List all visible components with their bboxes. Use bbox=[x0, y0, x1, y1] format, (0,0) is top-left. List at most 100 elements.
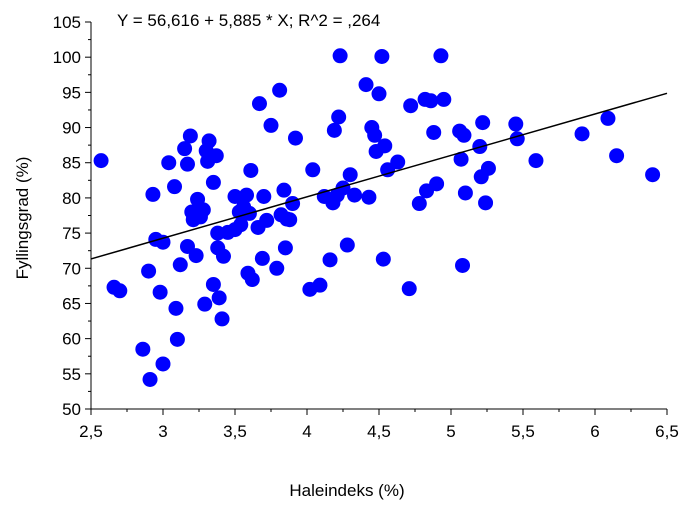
data-point bbox=[453, 151, 469, 167]
data-point bbox=[339, 237, 355, 253]
data-point bbox=[214, 311, 230, 327]
data-point bbox=[403, 98, 419, 114]
data-point bbox=[161, 155, 177, 171]
data-point bbox=[167, 179, 183, 195]
data-point bbox=[239, 187, 255, 203]
data-point bbox=[93, 153, 109, 169]
data-point bbox=[215, 248, 231, 264]
x-tick-label: 2,5 bbox=[79, 422, 103, 441]
data-point bbox=[211, 290, 227, 306]
data-point bbox=[197, 296, 213, 312]
data-point bbox=[172, 257, 188, 273]
x-tick-label: 6,5 bbox=[655, 422, 679, 441]
data-point bbox=[177, 141, 193, 157]
data-point bbox=[322, 252, 338, 268]
data-point bbox=[205, 174, 221, 190]
y-tick-label: 105 bbox=[53, 13, 81, 32]
data-point bbox=[263, 117, 279, 133]
x-tick-label: 4,5 bbox=[367, 422, 391, 441]
data-point bbox=[205, 276, 221, 292]
regression-line-group bbox=[90, 92, 668, 260]
y-tick-label: 75 bbox=[62, 224, 81, 243]
x-tick-label: 3,5 bbox=[223, 422, 247, 441]
data-point bbox=[256, 189, 272, 205]
data-point bbox=[367, 127, 383, 143]
data-point bbox=[142, 371, 158, 387]
x-tick-label: 4 bbox=[302, 422, 311, 441]
axes: 50 55 60 65 70 75 80 85 90 95 100 105 2,5 3 3,5 4 4,5 5 5,… bbox=[53, 13, 679, 441]
data-point bbox=[277, 240, 293, 256]
data-point bbox=[244, 272, 260, 288]
data-point bbox=[347, 187, 363, 203]
data-point bbox=[276, 182, 292, 198]
data-point bbox=[305, 162, 321, 178]
data-point bbox=[145, 186, 161, 202]
data-point bbox=[433, 48, 449, 64]
data-point bbox=[152, 284, 168, 300]
data-point bbox=[331, 109, 347, 125]
data-point bbox=[233, 217, 249, 233]
data-point bbox=[254, 250, 270, 266]
data-point bbox=[195, 202, 211, 218]
y-tick-label: 85 bbox=[62, 154, 81, 173]
y-tick-label: 55 bbox=[62, 365, 81, 384]
data-point bbox=[528, 153, 544, 169]
data-point bbox=[135, 341, 151, 357]
y-tick-label: 95 bbox=[62, 83, 81, 102]
data-point bbox=[645, 167, 661, 183]
data-point bbox=[600, 110, 616, 126]
data-point bbox=[155, 234, 171, 250]
data-point bbox=[390, 154, 406, 170]
regression-equation: Y = 56,616 + 5,885 * X; R^2 = ,264 bbox=[117, 11, 380, 30]
data-point bbox=[169, 331, 185, 347]
regression-line bbox=[90, 92, 668, 260]
data-point bbox=[508, 116, 524, 132]
x-tick-label: 6 bbox=[590, 422, 599, 441]
data-point bbox=[456, 127, 472, 143]
data-point bbox=[326, 122, 342, 138]
data-point bbox=[455, 257, 471, 273]
data-point bbox=[478, 195, 494, 211]
y-tick-label: 100 bbox=[53, 48, 81, 67]
data-point bbox=[480, 160, 496, 176]
data-point bbox=[251, 96, 267, 112]
data-point bbox=[457, 185, 473, 201]
x-tick-label: 5 bbox=[446, 422, 455, 441]
data-point bbox=[259, 212, 275, 228]
data-point bbox=[401, 281, 417, 297]
data-point bbox=[112, 283, 128, 299]
data-point bbox=[243, 162, 259, 178]
data-point bbox=[371, 86, 387, 102]
data-point bbox=[188, 248, 204, 264]
y-tick-label: 90 bbox=[62, 119, 81, 138]
data-point bbox=[411, 196, 427, 212]
data-point bbox=[609, 148, 625, 164]
y-tick-label: 70 bbox=[62, 259, 81, 278]
data-point bbox=[361, 189, 377, 205]
data-point bbox=[436, 91, 452, 107]
data-point bbox=[332, 48, 348, 64]
x-axis-title: Haleindeks (%) bbox=[289, 481, 404, 500]
data-point bbox=[269, 260, 285, 276]
data-point bbox=[285, 196, 301, 212]
data-point bbox=[342, 167, 358, 183]
data-point bbox=[423, 93, 439, 109]
y-tick-label: 65 bbox=[62, 294, 81, 313]
x-tick-label: 3 bbox=[158, 422, 167, 441]
data-point bbox=[429, 176, 445, 192]
data-point bbox=[155, 356, 171, 372]
data-point bbox=[287, 130, 303, 146]
data-point bbox=[375, 251, 391, 267]
data-point bbox=[168, 300, 184, 316]
data-point bbox=[374, 48, 390, 64]
data-points bbox=[93, 48, 661, 387]
data-point bbox=[227, 189, 243, 205]
y-axis-title: Fyllingsgrad (%) bbox=[13, 157, 32, 280]
y-tick-label: 60 bbox=[62, 330, 81, 349]
data-point bbox=[475, 115, 491, 131]
data-point bbox=[179, 156, 195, 172]
data-point bbox=[335, 180, 351, 196]
data-point bbox=[574, 126, 590, 142]
data-point bbox=[201, 133, 217, 149]
